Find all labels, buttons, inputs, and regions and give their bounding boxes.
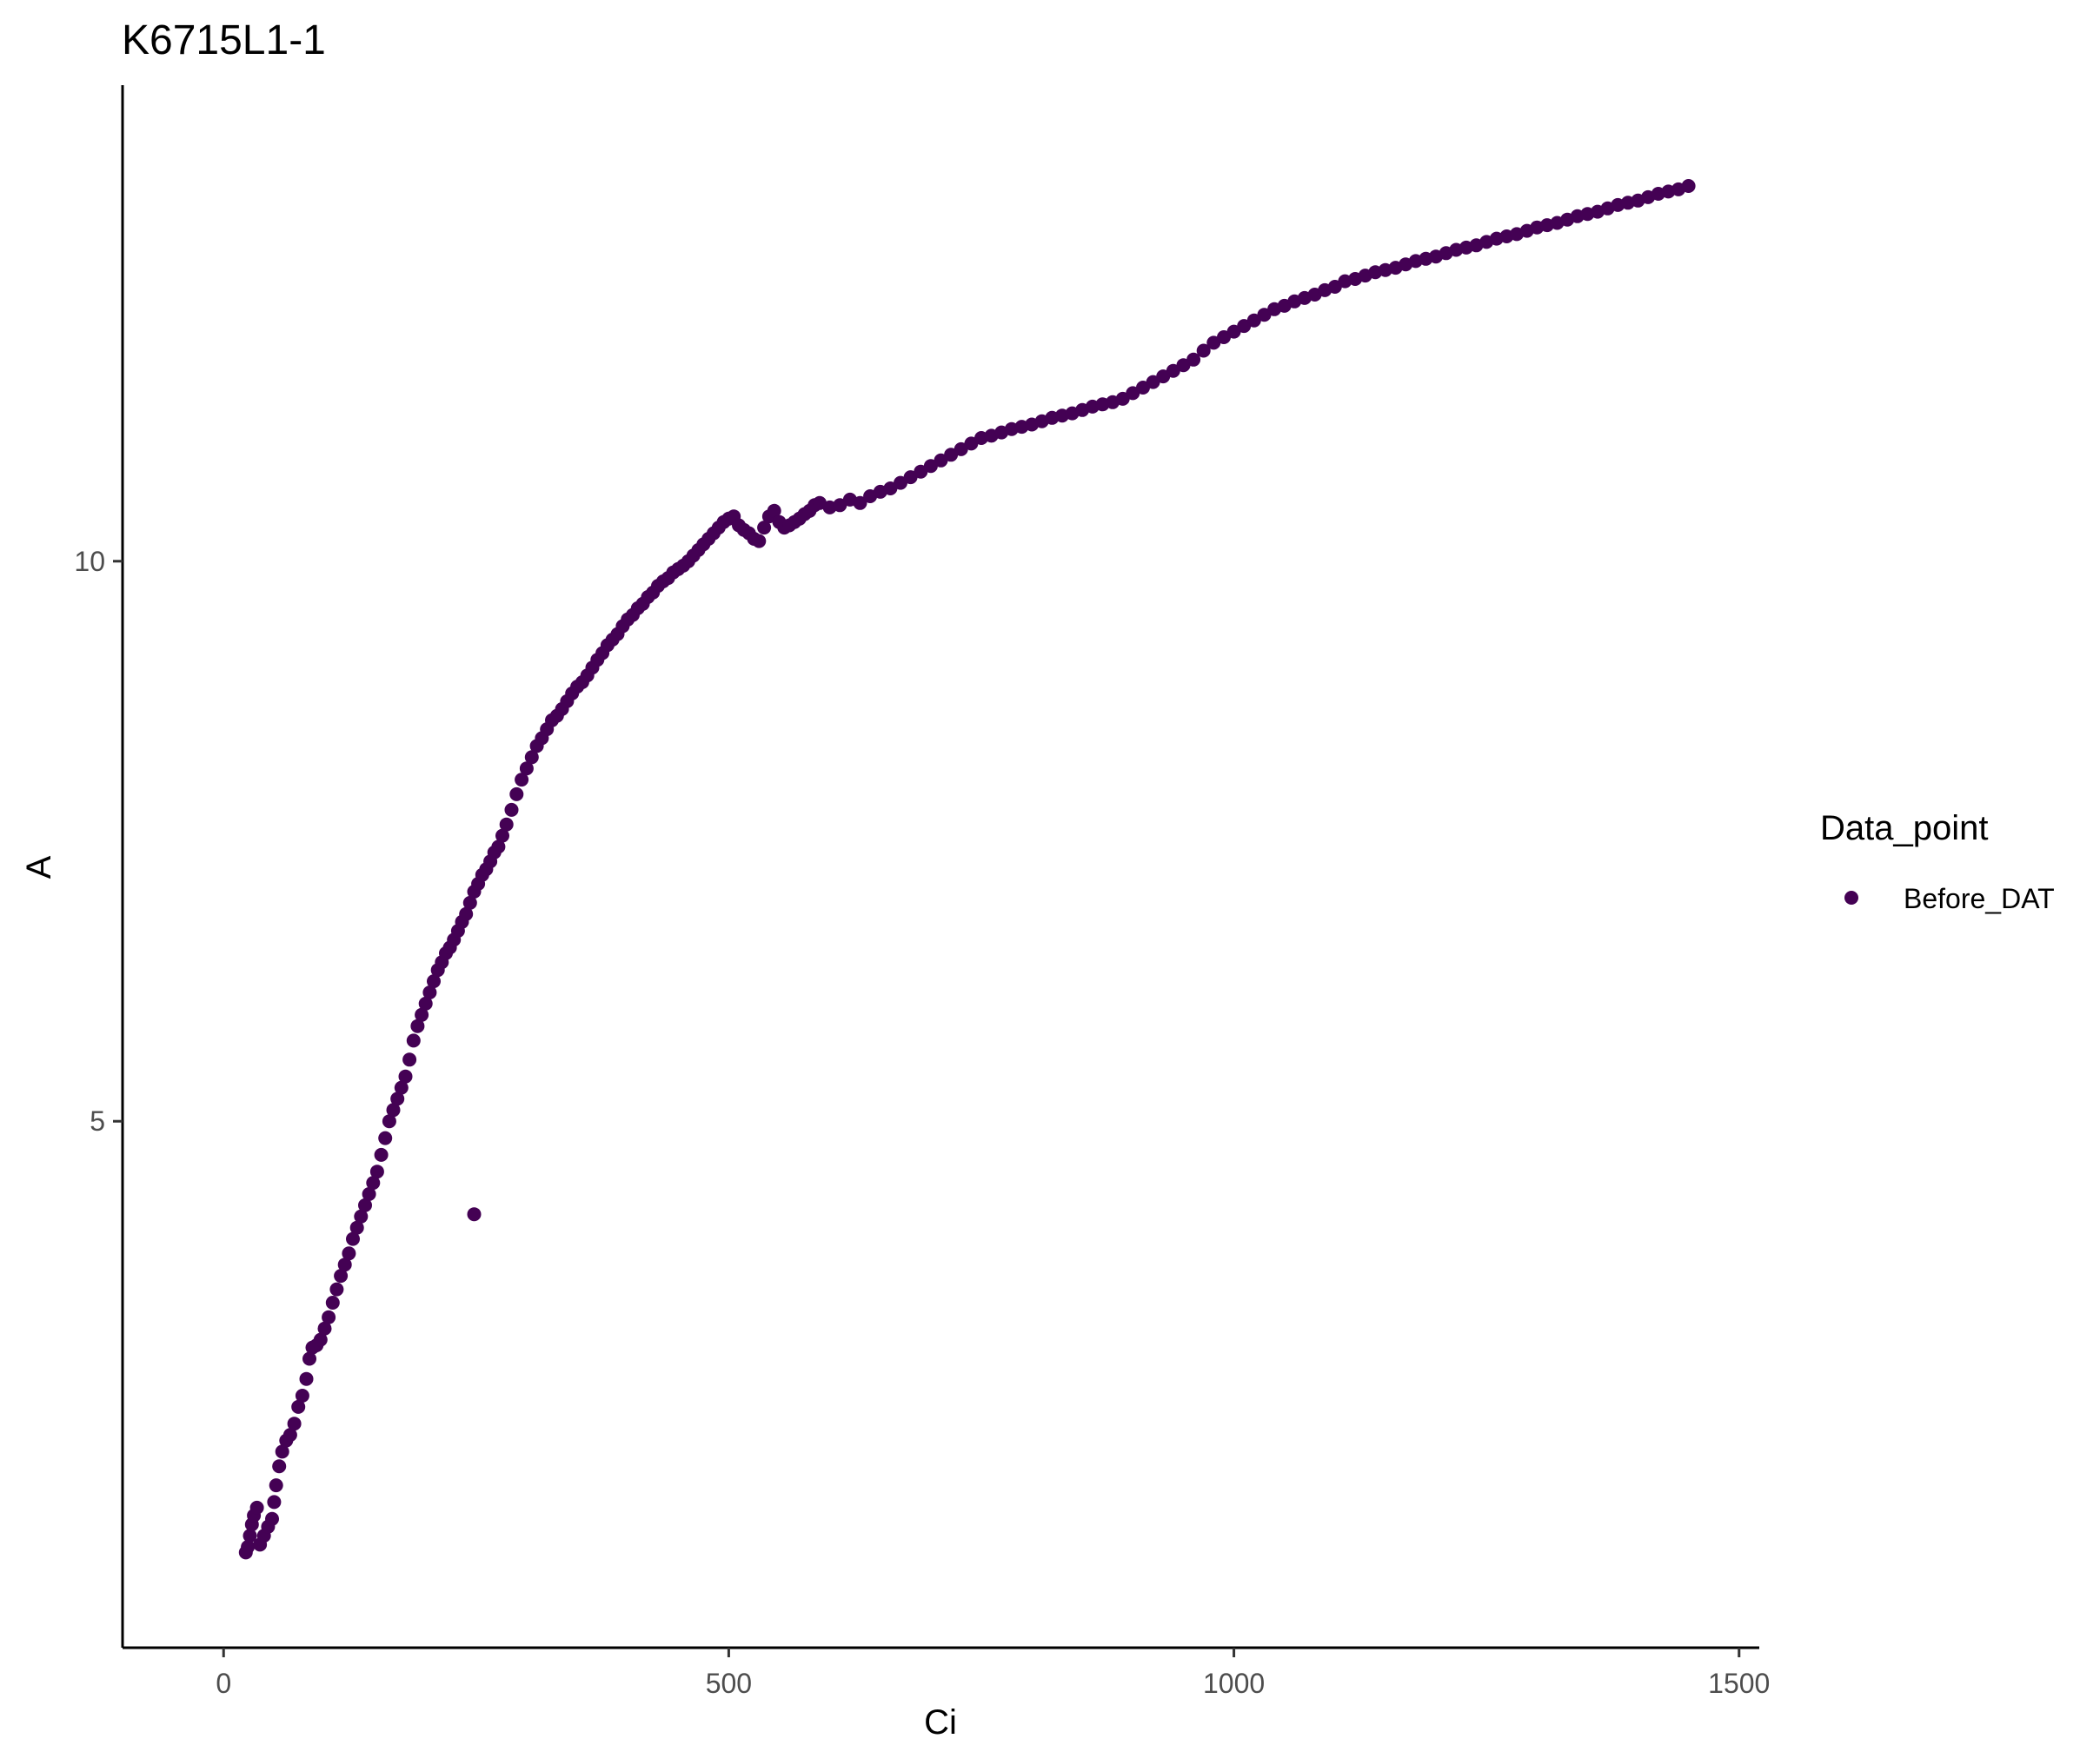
data-point [337,1258,352,1272]
x-tick-label: 1500 [1708,1668,1770,1699]
data-point [459,906,474,921]
data-point [325,1296,340,1310]
data-point [390,1092,405,1106]
data-point [369,1165,384,1179]
data-point [402,1052,417,1067]
legend: Data_point Before_DAT [1820,809,2055,914]
data-point [354,1209,369,1224]
x-tick-label: 0 [216,1668,231,1699]
data-point [1196,343,1211,358]
data-point [752,534,767,548]
data-point [362,1187,376,1201]
data-point [1166,363,1180,378]
data-point [291,1399,306,1414]
data-point [313,1332,328,1347]
data-point [903,470,918,485]
data-point [317,1321,332,1336]
data-point [334,1269,349,1284]
chart-title: K6715L1-1 [122,17,326,63]
data-points [238,179,1696,1560]
legend-label-before-dat: Before_DAT [1904,883,2055,914]
x-tick-label: 1000 [1203,1668,1265,1699]
data-point [515,773,529,787]
data-point [1681,179,1696,193]
data-point [1226,324,1241,339]
data-point [415,1007,429,1022]
data-point [1246,313,1261,328]
data-point [329,1282,344,1297]
data-point [366,1176,381,1191]
data-point [1115,391,1130,406]
data-point [295,1389,309,1403]
data-point [422,986,437,999]
data-point [1186,352,1201,367]
x-axis-ticks: 0 500 1000 1500 [216,1648,1770,1699]
data-point [894,475,907,490]
data-point [269,1478,283,1493]
data-point [462,895,477,910]
data-point [1146,375,1160,389]
data-point [467,1207,482,1222]
data-point [349,1220,364,1235]
data-point [767,503,781,518]
data-point [265,1511,279,1526]
data-point [934,453,948,468]
data-point [342,1246,356,1261]
legend-title: Data_point [1820,809,1988,847]
data-point [272,1459,287,1474]
data-point [954,441,968,456]
data-point [427,974,441,989]
data-point [398,1069,413,1084]
data-point [1126,386,1140,401]
x-axis-title: Ci [924,1703,957,1742]
data-point [299,1371,314,1386]
data-point [267,1495,282,1510]
data-point [418,996,433,1011]
y-tick-label: 5 [90,1105,105,1137]
data-point [757,521,772,535]
data-point [495,828,509,843]
data-point [249,1500,264,1515]
data-point [287,1417,302,1431]
data-point [282,1428,297,1443]
legend-key-before-dat [1844,891,1858,905]
data-point [504,802,519,817]
data-point [853,495,867,510]
data-point [358,1198,372,1212]
data-point [406,1033,421,1048]
data-point [378,1131,393,1145]
y-tick-label: 10 [74,546,105,577]
data-point [241,1540,256,1554]
data-point [491,840,506,854]
x-tick-label: 500 [706,1668,752,1699]
data-point [322,1310,336,1324]
data-point [524,750,539,765]
data-point [374,1147,389,1162]
data-point [346,1231,360,1246]
data-point [243,1529,257,1543]
data-point [499,817,514,832]
data-point [394,1080,409,1095]
data-point [382,1114,396,1129]
data-point [509,786,524,801]
data-point [914,464,928,479]
data-point [519,761,534,776]
y-axis-ticks: 5 10 [74,546,123,1137]
y-axis-title: A [20,855,58,879]
data-point [1206,335,1221,350]
data-point [410,1019,425,1033]
data-point [275,1444,289,1459]
data-point [386,1103,401,1118]
data-point [302,1351,316,1366]
